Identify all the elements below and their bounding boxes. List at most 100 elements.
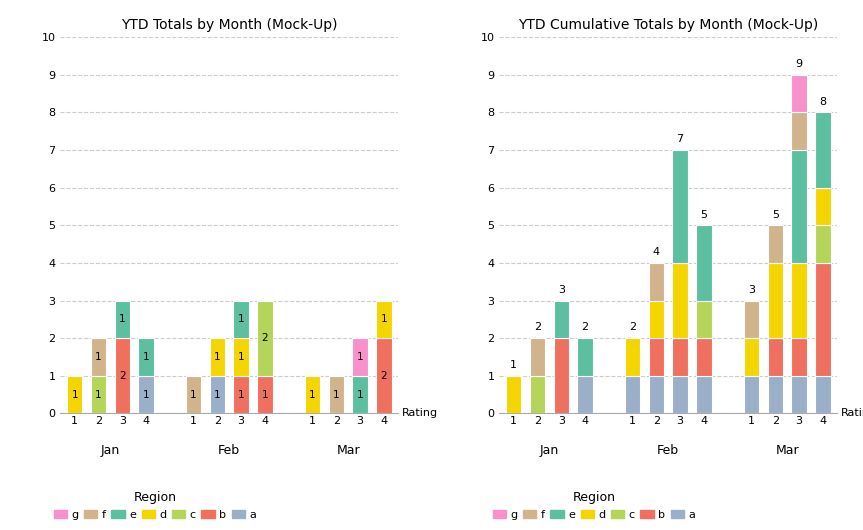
Bar bbox=[744, 338, 759, 376]
Bar bbox=[210, 376, 225, 413]
Text: 3: 3 bbox=[748, 285, 755, 295]
Bar bbox=[257, 376, 273, 413]
Text: 2: 2 bbox=[534, 322, 541, 332]
Text: 3: 3 bbox=[557, 285, 564, 295]
Text: 2: 2 bbox=[629, 322, 636, 332]
Bar bbox=[138, 338, 154, 376]
Text: Feb: Feb bbox=[658, 444, 679, 456]
Bar bbox=[696, 301, 712, 338]
Bar bbox=[530, 338, 545, 376]
Bar bbox=[115, 301, 130, 338]
Text: 1: 1 bbox=[214, 352, 221, 362]
Text: 1: 1 bbox=[95, 390, 102, 400]
Text: 5: 5 bbox=[772, 209, 778, 219]
Text: 1: 1 bbox=[214, 390, 221, 400]
Bar bbox=[233, 301, 249, 338]
Bar bbox=[329, 376, 344, 413]
Bar bbox=[767, 338, 783, 376]
Bar bbox=[625, 338, 640, 376]
Text: Jan: Jan bbox=[539, 444, 559, 456]
Bar bbox=[138, 376, 154, 413]
Text: 2: 2 bbox=[381, 371, 387, 381]
Bar bbox=[816, 263, 830, 376]
Text: 1: 1 bbox=[238, 352, 244, 362]
Bar bbox=[115, 338, 130, 413]
Text: 2: 2 bbox=[582, 322, 589, 332]
Text: Rating: Rating bbox=[841, 409, 863, 418]
Title: YTD Cumulative Totals by Month (Mock-Up): YTD Cumulative Totals by Month (Mock-Up) bbox=[518, 18, 818, 32]
Bar bbox=[376, 301, 392, 338]
Bar bbox=[649, 301, 665, 338]
Bar bbox=[91, 376, 106, 413]
Legend: g, f, e, d, c, b, a: g, f, e, d, c, b, a bbox=[49, 487, 261, 524]
Bar bbox=[577, 376, 593, 413]
Text: 1: 1 bbox=[95, 352, 102, 362]
Bar bbox=[672, 263, 688, 338]
Bar bbox=[210, 338, 225, 376]
Text: 8: 8 bbox=[819, 96, 827, 107]
Text: 1: 1 bbox=[356, 352, 363, 362]
Bar bbox=[553, 301, 569, 338]
Bar bbox=[553, 338, 569, 413]
Text: 1: 1 bbox=[238, 314, 244, 324]
Bar bbox=[791, 376, 807, 413]
Bar bbox=[767, 376, 783, 413]
Text: 9: 9 bbox=[796, 59, 803, 69]
Text: 1: 1 bbox=[119, 314, 125, 324]
Text: 7: 7 bbox=[677, 134, 683, 144]
Bar bbox=[767, 263, 783, 338]
Bar bbox=[672, 376, 688, 413]
Text: 1: 1 bbox=[333, 390, 339, 400]
Bar bbox=[696, 338, 712, 376]
Bar bbox=[67, 376, 82, 413]
Bar bbox=[791, 150, 807, 263]
Text: Feb: Feb bbox=[218, 444, 240, 456]
Bar bbox=[791, 263, 807, 338]
Bar bbox=[791, 338, 807, 376]
Text: 1: 1 bbox=[261, 390, 268, 400]
Bar bbox=[791, 112, 807, 150]
Bar bbox=[186, 376, 201, 413]
Text: 1: 1 bbox=[309, 390, 316, 400]
Bar bbox=[816, 188, 830, 225]
Bar bbox=[376, 338, 392, 413]
Bar bbox=[530, 376, 545, 413]
Bar bbox=[767, 225, 783, 263]
Bar bbox=[233, 376, 249, 413]
Bar bbox=[696, 225, 712, 301]
Bar bbox=[305, 376, 320, 413]
Bar bbox=[506, 376, 521, 413]
Text: Rating: Rating bbox=[401, 409, 438, 418]
Text: 2: 2 bbox=[261, 333, 268, 343]
Text: 1: 1 bbox=[510, 360, 517, 370]
Text: 2: 2 bbox=[119, 371, 125, 381]
Text: 5: 5 bbox=[701, 209, 708, 219]
Bar bbox=[233, 338, 249, 376]
Text: Mar: Mar bbox=[775, 444, 799, 456]
Bar bbox=[91, 338, 106, 376]
Bar bbox=[744, 376, 759, 413]
Bar bbox=[816, 225, 830, 263]
Bar bbox=[257, 301, 273, 376]
Bar bbox=[816, 112, 830, 188]
Text: Mar: Mar bbox=[337, 444, 360, 456]
Text: 1: 1 bbox=[190, 390, 197, 400]
Title: YTD Totals by Month (Mock-Up): YTD Totals by Month (Mock-Up) bbox=[121, 18, 337, 32]
Bar bbox=[672, 338, 688, 376]
Text: 1: 1 bbox=[72, 390, 78, 400]
Bar bbox=[577, 338, 593, 376]
Bar bbox=[352, 376, 368, 413]
Bar bbox=[352, 338, 368, 376]
Bar bbox=[744, 301, 759, 338]
Bar bbox=[649, 263, 665, 301]
Bar bbox=[649, 338, 665, 376]
Text: 1: 1 bbox=[381, 314, 387, 324]
Text: 1: 1 bbox=[142, 352, 149, 362]
Bar bbox=[816, 376, 830, 413]
Bar bbox=[696, 376, 712, 413]
Text: 1: 1 bbox=[142, 390, 149, 400]
Bar bbox=[791, 75, 807, 112]
Bar bbox=[625, 376, 640, 413]
Bar bbox=[649, 376, 665, 413]
Legend: g, f, e, d, c, b, a: g, f, e, d, c, b, a bbox=[488, 487, 700, 524]
